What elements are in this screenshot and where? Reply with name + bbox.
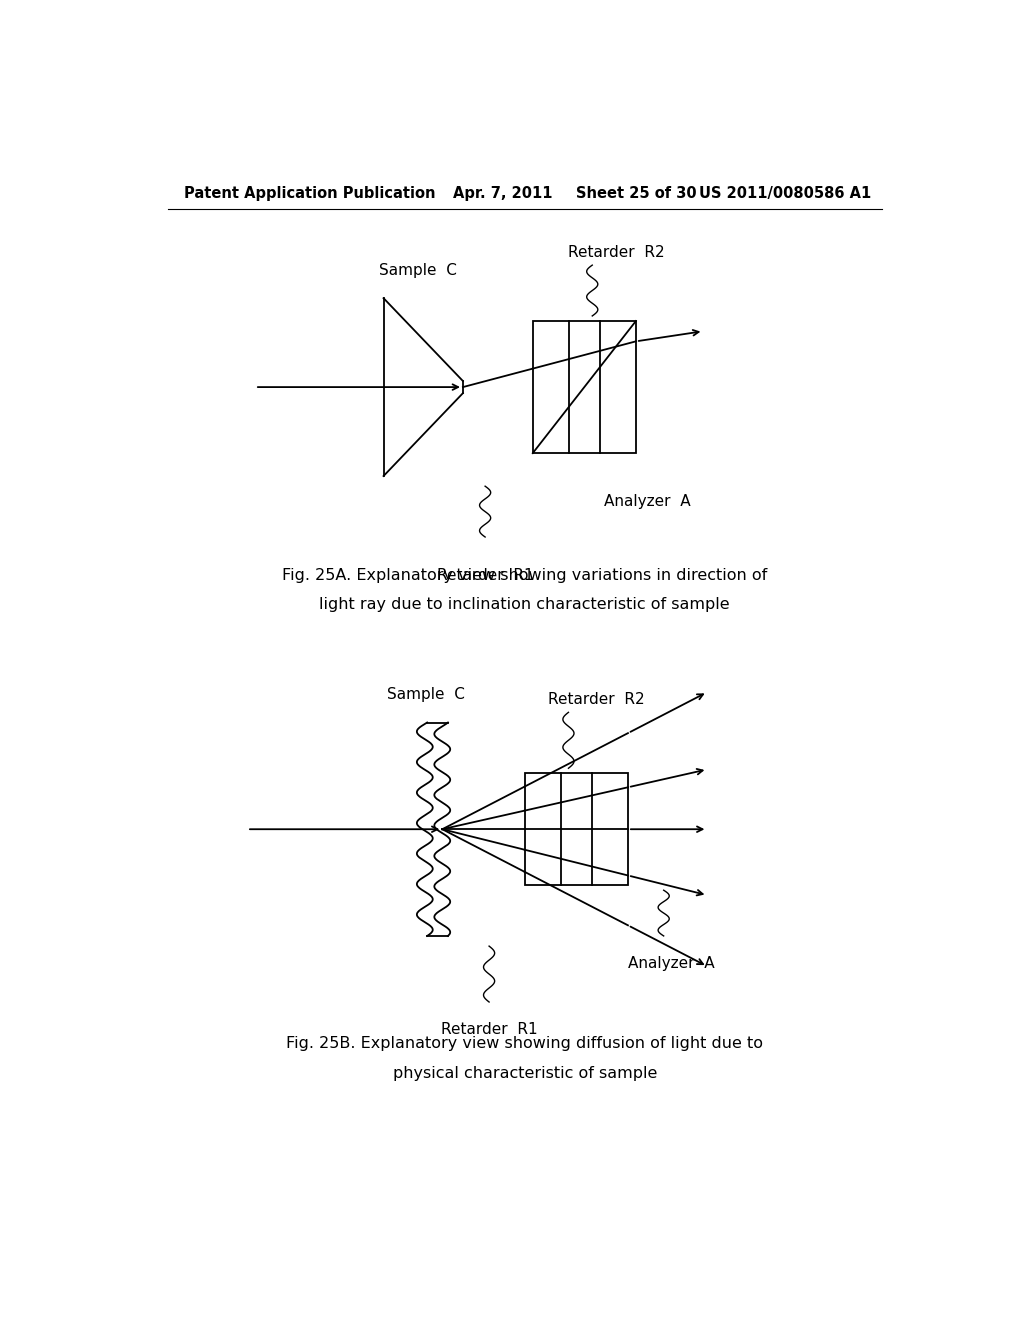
Text: Analyzer  A: Analyzer A [604,494,691,508]
Text: Retarder  R2: Retarder R2 [567,246,665,260]
Text: Apr. 7, 2011: Apr. 7, 2011 [454,186,553,202]
Text: Analyzer  A: Analyzer A [629,956,715,972]
Text: Patent Application Publication: Patent Application Publication [183,186,435,202]
Text: Retarder  R2: Retarder R2 [548,692,644,708]
Bar [524,774,628,886]
Text: US 2011/0080586 A1: US 2011/0080586 A1 [699,186,871,202]
Text: Retarder  R1: Retarder R1 [437,568,534,582]
Text: Fig. 25B. Explanatory view showing diffusion of light due to: Fig. 25B. Explanatory view showing diffu… [287,1036,763,1051]
Text: Sheet 25 of 30: Sheet 25 of 30 [577,186,697,202]
Text: physical characteristic of sample: physical characteristic of sample [392,1067,657,1081]
Bar [532,321,636,453]
Text: Sample  C: Sample C [379,263,457,277]
Text: light ray due to inclination characteristic of sample: light ray due to inclination characteris… [319,597,730,611]
Text: Fig. 25A. Explanatory view showing variations in direction of: Fig. 25A. Explanatory view showing varia… [283,568,767,583]
Text: Sample  C: Sample C [387,688,465,702]
Text: Retarder  R1: Retarder R1 [440,1022,538,1038]
